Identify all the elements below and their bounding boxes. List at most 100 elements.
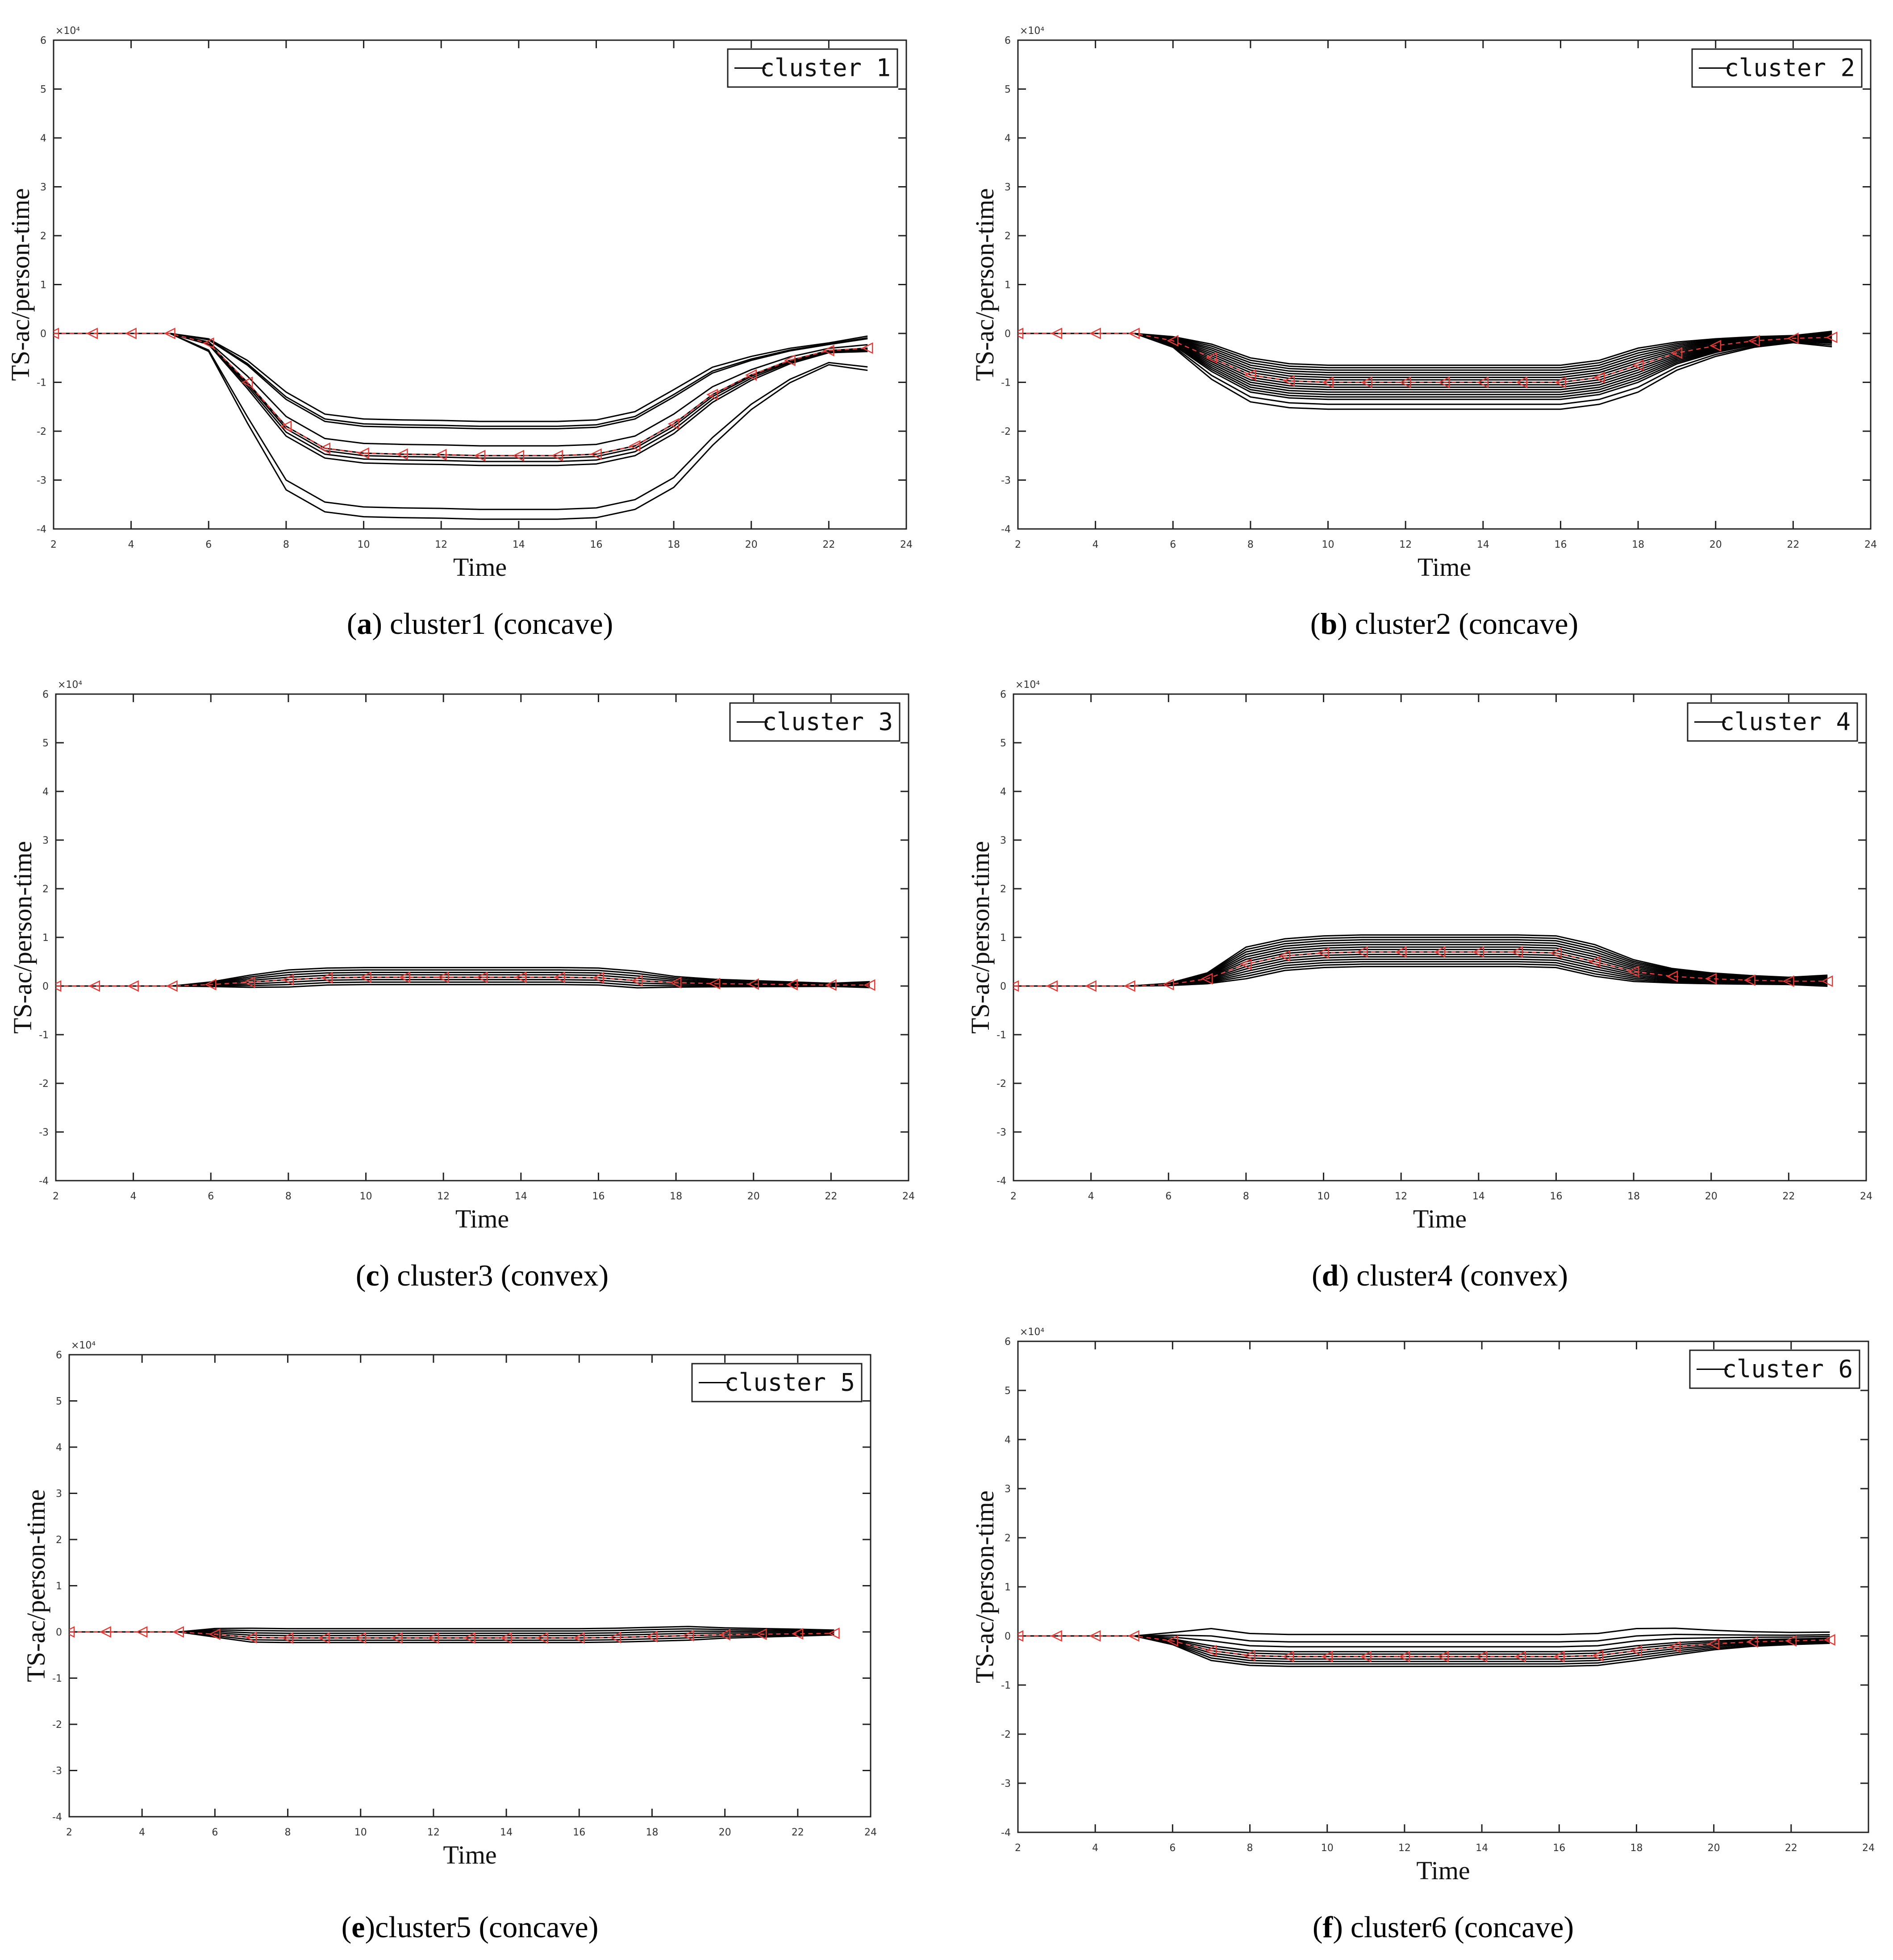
x-tick-label: 4	[1092, 1843, 1098, 1854]
x-axis-label: Time	[1413, 1204, 1467, 1233]
center-marker	[1240, 958, 1252, 970]
y-tick-label: 0	[1000, 981, 1006, 992]
center-marker	[318, 442, 330, 454]
x-tick-label: 12	[1398, 1843, 1411, 1854]
center-marker	[1166, 1635, 1178, 1647]
y-tick-label: 3	[56, 1489, 62, 1500]
center-marker	[1472, 946, 1484, 958]
center-marker	[1438, 376, 1450, 388]
caption-close-paren: )	[372, 607, 382, 641]
center-marker	[1823, 1634, 1835, 1646]
center-marker	[1321, 1651, 1333, 1663]
center-marker	[784, 354, 796, 366]
x-tick-label: 4	[128, 539, 134, 550]
y-tick-label: 1	[1005, 1582, 1011, 1593]
x-axis-label: Time	[453, 553, 507, 582]
center-marker	[792, 1628, 804, 1640]
y-tick-label: 3	[1005, 1484, 1011, 1495]
center-marker	[1205, 352, 1218, 364]
y-tick-label: -4	[52, 1812, 62, 1823]
center-marker	[822, 345, 834, 357]
y-tick-label: -2	[52, 1719, 62, 1731]
y-axis-label: TS-ac/person-time	[6, 188, 35, 381]
center-marker	[282, 974, 294, 986]
y-tick-label: -3	[37, 475, 46, 487]
y-tick-label: -1	[1001, 1680, 1011, 1691]
y-tick-label: 6	[1005, 35, 1011, 46]
center-marker	[396, 448, 408, 460]
center-marker	[747, 978, 759, 990]
legend-label: cluster 4	[1720, 708, 1851, 736]
y-exponent-label: ×10⁴	[71, 1340, 96, 1351]
center-marker	[1550, 947, 1562, 959]
x-tick-label: 16	[573, 1827, 585, 1838]
legend-label: cluster 6	[1722, 1355, 1853, 1383]
caption-open-paren: (	[342, 1910, 352, 1944]
y-axis-label: TS-ac/person-time	[966, 841, 995, 1034]
center-marker	[1205, 1644, 1217, 1657]
center-marker	[1167, 335, 1179, 347]
center-marker	[476, 971, 488, 983]
center-marker	[513, 449, 525, 462]
y-axis-label: TS-ac/person-time	[970, 1490, 999, 1683]
caption-close-paren: )	[1338, 1258, 1349, 1292]
center-marker	[1050, 1630, 1062, 1642]
center-marker	[1243, 1649, 1255, 1662]
center-marker	[1322, 376, 1334, 388]
x-tick-label: 18	[646, 1827, 658, 1838]
center-marker	[609, 1631, 621, 1644]
legend-label: cluster 2	[1724, 54, 1855, 82]
y-tick-label: 4	[1005, 133, 1011, 144]
center-marker	[863, 979, 876, 991]
y-tick-label: -3	[1001, 1778, 1011, 1789]
x-tick-label: 6	[1169, 1843, 1176, 1854]
series-line-9	[54, 333, 868, 520]
y-tick-label: 3	[40, 182, 46, 193]
series-group	[56, 967, 876, 992]
caption-letter: e	[351, 1910, 365, 1944]
center-marker	[1399, 376, 1411, 388]
x-tick-label: 20	[1710, 539, 1722, 550]
center-marker	[1709, 340, 1721, 352]
center-marker	[667, 418, 680, 430]
x-tick-label: 6	[1170, 539, 1176, 550]
center-marker	[1128, 327, 1140, 340]
center-marker	[1821, 975, 1833, 987]
center-marker	[243, 976, 255, 988]
y-tick-label: 4	[40, 133, 46, 144]
x-tick-label: 16	[592, 1191, 605, 1202]
y-exponent-label: ×10⁴	[55, 25, 80, 37]
center-marker	[166, 980, 178, 992]
series-line-2	[69, 1628, 834, 1633]
center-marker	[1018, 327, 1024, 340]
y-tick-label: 5	[1005, 1386, 1011, 1397]
center-marker	[1511, 946, 1523, 958]
y-tick-label: -4	[1001, 1827, 1011, 1839]
panel-caption: (a) cluster1 (concave)	[347, 607, 613, 641]
center-marker	[1360, 376, 1372, 388]
center-marker	[1434, 946, 1446, 958]
x-tick-label: 10	[1322, 539, 1334, 550]
y-exponent-label: ×10⁴	[58, 679, 82, 691]
center-marker	[1514, 1651, 1526, 1663]
x-tick-label: 8	[1243, 1191, 1249, 1202]
x-tick-label: 4	[130, 1191, 137, 1202]
center-marker	[1283, 375, 1295, 387]
center-marker	[1278, 950, 1290, 962]
y-tick-label: -1	[37, 378, 46, 389]
center-marker	[136, 1626, 148, 1638]
center-marker	[474, 449, 486, 462]
x-tick-label: 14	[500, 1827, 513, 1838]
panel-a: 2 4 6 8 10 12 14 16 18 20 22 24-4-3-2-10123456×10⁴T…	[6, 25, 913, 641]
cluster-center-line	[56, 977, 870, 987]
y-tick-label: 6	[42, 689, 49, 700]
x-tick-label: 22	[825, 1191, 837, 1202]
x-tick-label: 14	[513, 539, 525, 550]
center-marker	[1785, 1635, 1797, 1647]
panel-caption: (e)cluster5 (concave)	[342, 1910, 599, 1944]
y-tick-label: 1	[1000, 932, 1006, 944]
y-tick-label: 2	[42, 884, 49, 895]
center-marker	[1748, 335, 1760, 347]
y-exponent-label: ×10⁴	[1015, 679, 1040, 691]
